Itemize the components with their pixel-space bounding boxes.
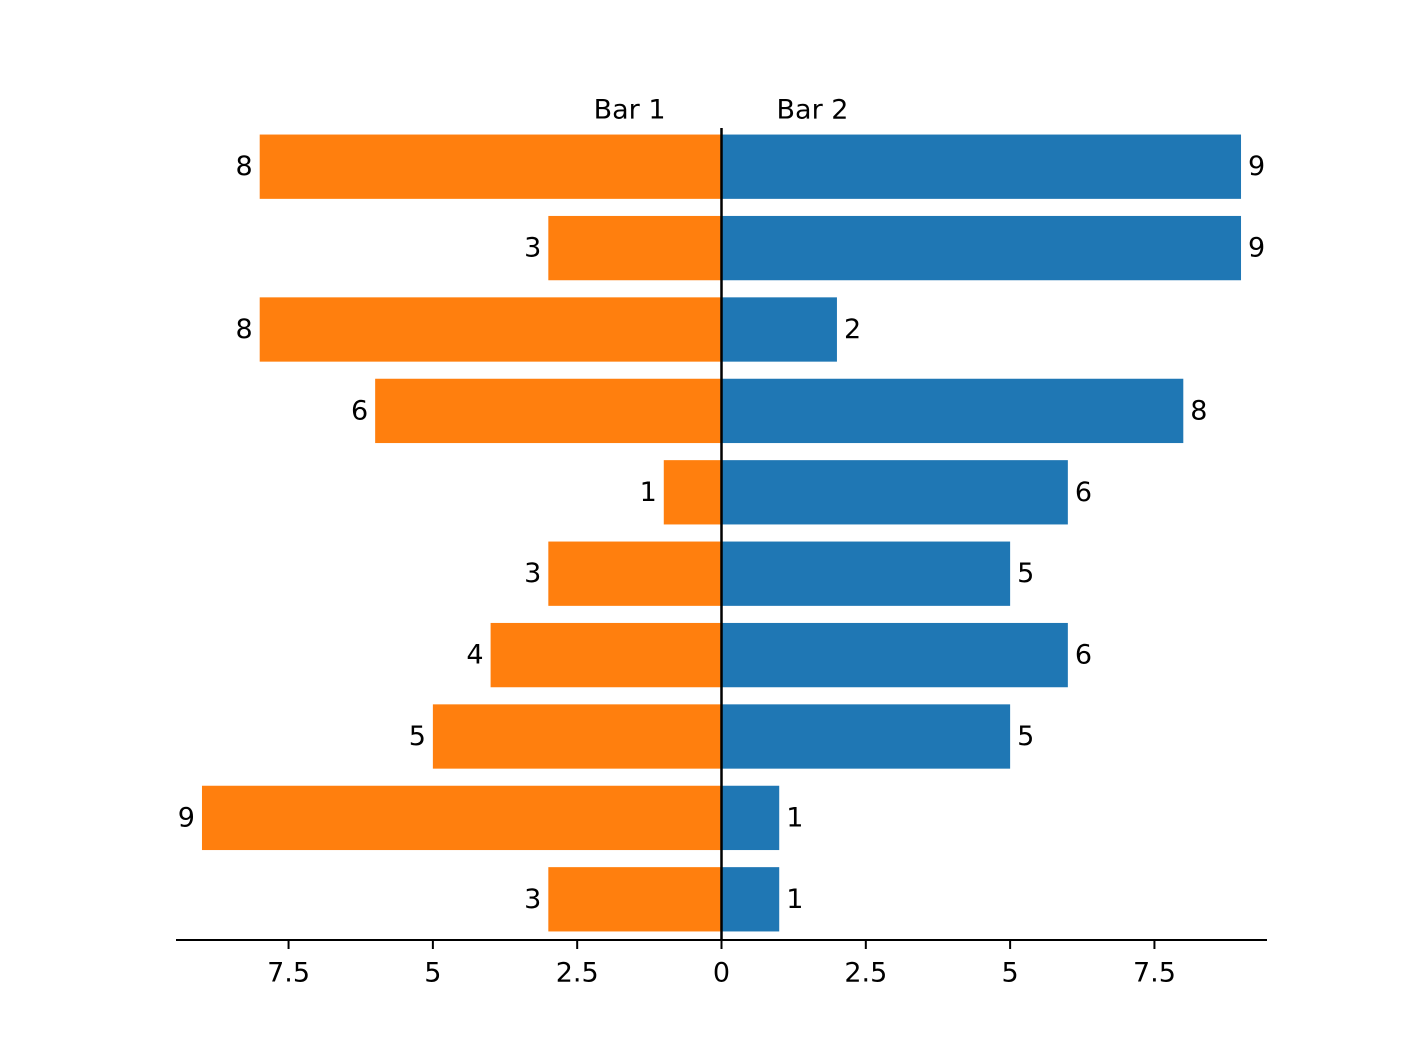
value-label: 2 bbox=[844, 314, 861, 345]
value-label: 8 bbox=[236, 151, 253, 182]
value-label: 9 bbox=[1248, 233, 1265, 264]
bar bbox=[490, 622, 722, 688]
series-label: Bar 1 bbox=[594, 95, 666, 126]
x-tick-label: 7.5 bbox=[1133, 958, 1176, 989]
value-label: 4 bbox=[466, 640, 483, 671]
x-tick-label: 2.5 bbox=[556, 958, 599, 989]
bar bbox=[201, 785, 722, 851]
bar bbox=[663, 460, 722, 525]
bar bbox=[721, 622, 1068, 688]
value-label: 1 bbox=[786, 802, 803, 833]
bar bbox=[548, 215, 722, 281]
bar bbox=[548, 541, 722, 606]
bar bbox=[721, 460, 1068, 525]
x-tick-label: 2.5 bbox=[844, 958, 887, 989]
value-label: 5 bbox=[1017, 558, 1034, 589]
value-label: 9 bbox=[178, 802, 195, 833]
value-label: 3 bbox=[524, 558, 541, 589]
x-tick-label: 5 bbox=[1002, 958, 1019, 989]
bar bbox=[721, 867, 780, 932]
value-label: 8 bbox=[1190, 395, 1207, 426]
bar bbox=[721, 541, 1011, 606]
value-label: 1 bbox=[640, 477, 657, 508]
value-label: 9 bbox=[1248, 151, 1265, 182]
bar bbox=[721, 785, 780, 851]
x-tick-label: 5 bbox=[424, 958, 441, 989]
x-tick-label: 0 bbox=[713, 958, 730, 989]
bar bbox=[721, 704, 1011, 769]
value-label: 5 bbox=[1017, 721, 1034, 752]
bar bbox=[721, 297, 837, 362]
value-label: 1 bbox=[786, 884, 803, 915]
bar bbox=[375, 378, 722, 444]
series-label: Bar 2 bbox=[777, 95, 849, 126]
value-label: 6 bbox=[1075, 640, 1092, 671]
value-label: 6 bbox=[351, 395, 368, 426]
bar bbox=[721, 378, 1184, 444]
value-label: 5 bbox=[409, 721, 426, 752]
bar bbox=[432, 704, 722, 769]
bar bbox=[548, 867, 722, 932]
bar bbox=[259, 134, 722, 199]
bar bbox=[721, 215, 1242, 281]
value-label: 8 bbox=[236, 314, 253, 345]
value-label: 3 bbox=[524, 233, 541, 264]
value-label: 6 bbox=[1075, 477, 1092, 508]
bar bbox=[721, 134, 1242, 199]
bar bbox=[259, 297, 722, 362]
x-tick-label: 7.5 bbox=[267, 958, 310, 989]
value-label: 3 bbox=[524, 884, 541, 915]
